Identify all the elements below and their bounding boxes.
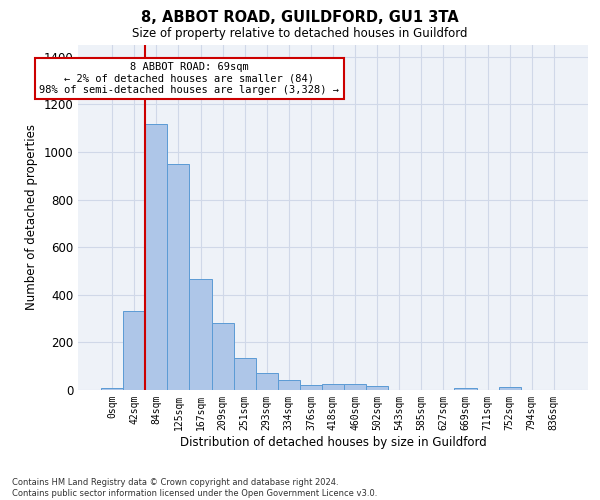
Bar — [499, 387, 521, 390]
Bar — [278, 380, 300, 390]
Text: Contains HM Land Registry data © Crown copyright and database right 2024.
Contai: Contains HM Land Registry data © Crown c… — [12, 478, 377, 498]
Text: Size of property relative to detached houses in Guildford: Size of property relative to detached ho… — [132, 28, 468, 40]
Bar — [145, 124, 167, 390]
Bar — [123, 312, 145, 390]
Bar — [190, 280, 212, 390]
Bar — [344, 384, 366, 390]
Text: 8, ABBOT ROAD, GUILDFORD, GU1 3TA: 8, ABBOT ROAD, GUILDFORD, GU1 3TA — [141, 10, 459, 25]
Bar — [300, 385, 322, 390]
Y-axis label: Number of detached properties: Number of detached properties — [25, 124, 38, 310]
Bar — [454, 388, 476, 390]
Bar — [366, 386, 388, 390]
Bar — [256, 374, 278, 390]
Bar — [101, 388, 123, 390]
Bar — [212, 324, 233, 390]
Bar — [322, 384, 344, 390]
Bar — [167, 164, 190, 390]
Bar — [233, 358, 256, 390]
X-axis label: Distribution of detached houses by size in Guildford: Distribution of detached houses by size … — [179, 436, 487, 448]
Text: 8 ABBOT ROAD: 69sqm
← 2% of detached houses are smaller (84)
98% of semi-detache: 8 ABBOT ROAD: 69sqm ← 2% of detached hou… — [40, 62, 340, 95]
